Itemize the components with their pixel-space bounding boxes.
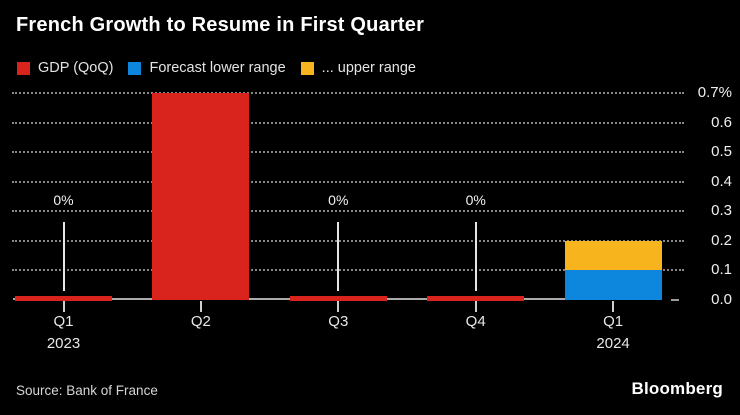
x-tick-label: Q1 (603, 313, 624, 330)
category-tick (612, 301, 615, 312)
annotation-pointer (337, 222, 340, 291)
bar-gdp-qoq- (427, 296, 525, 301)
x-tick-label: Q4 (465, 313, 486, 330)
x-tick-label: Q1 (53, 313, 74, 330)
category-tick (474, 301, 477, 312)
bar--upper-range (564, 240, 662, 271)
gridline (12, 121, 684, 124)
legend-swatch-forecast-lower (128, 61, 142, 75)
legend-label-upper-range: ... upper range (321, 60, 416, 76)
x-tick-label: Q3 (328, 313, 349, 330)
annotation-pointer (474, 222, 477, 291)
annotation-pointer (62, 222, 65, 291)
y-tick-label: 0.4 (711, 172, 732, 190)
annotation-label: 0% (465, 192, 486, 208)
zero-tick-dash (671, 299, 679, 301)
x-tick-label: Q2 (190, 313, 211, 330)
y-tick-label: 0.2 (711, 231, 732, 249)
bloomberg-logo: Bloomberg (631, 379, 723, 398)
bar-gdp-qoq- (289, 296, 387, 301)
x-tick-sublabel: 2023 (46, 335, 81, 352)
legend-label-forecast-lower: Forecast lower range (149, 60, 286, 76)
y-tick-label: 0.1 (711, 261, 732, 279)
annotation-label: 0% (328, 192, 349, 208)
gridline (12, 180, 684, 183)
legend-item-forecast-lower: Forecast lower range (128, 60, 286, 76)
gridline (12, 210, 684, 213)
chart-title: French Growth to Resume in First Quarter (16, 14, 425, 36)
legend: GDP (QoQ) Forecast lower range ... upper… (17, 60, 416, 76)
category-tick (62, 301, 65, 312)
category-tick (199, 301, 202, 312)
gridline (12, 239, 684, 242)
category-tick (337, 301, 340, 312)
gridline (12, 151, 684, 154)
y-tick-label: 0.6 (711, 113, 732, 131)
bar-gdp-qoq- (152, 93, 250, 300)
legend-swatch-upper-range (300, 61, 314, 75)
legend-swatch-gdp (17, 61, 30, 75)
gridline (12, 269, 684, 272)
x-tick-sublabel: 2024 (596, 335, 630, 352)
y-tick-label: 0.5 (711, 143, 732, 161)
legend-label-gdp: GDP (QoQ) (38, 60, 114, 76)
y-tick-label: 0.3 (711, 202, 732, 220)
y-tick-label: 0.0 (711, 291, 732, 308)
legend-item-upper-range: ... upper range (300, 60, 416, 76)
bar-gdp-qoq- (15, 296, 112, 301)
y-tick-label: 0.7% (697, 84, 732, 101)
legend-item-gdp: GDP (QoQ) (17, 60, 113, 76)
gridline (12, 92, 684, 94)
annotation-label: 0% (53, 192, 74, 208)
bar-forecast-lower-range (564, 270, 662, 300)
source-note: Source: Bank of France (16, 383, 158, 398)
